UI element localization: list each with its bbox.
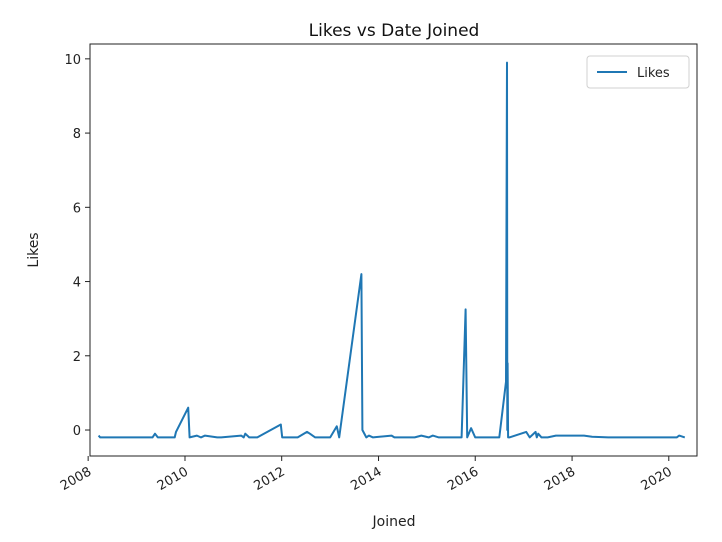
x-axis-label: Joined: [372, 514, 416, 530]
chart-title: Likes vs Date Joined: [309, 21, 480, 41]
x-tick-label: 2018: [542, 464, 578, 494]
legend-label-likes: Likes: [637, 66, 670, 81]
y-tick-label: 6: [73, 201, 81, 216]
plot-area: [89, 43, 698, 457]
series-line-likes: [97, 61, 686, 439]
x-axis: 2008 2010 2012 2014 2016 2018 2020: [58, 456, 675, 494]
y-tick-label: 10: [64, 53, 81, 68]
y-axis: 0 2 4 6 8 10: [64, 53, 90, 439]
x-tick-label: 2014: [348, 464, 384, 494]
y-axis-label: Likes: [26, 232, 42, 267]
x-tick-label: 2012: [252, 464, 288, 494]
y-tick-label: 8: [73, 127, 81, 142]
plot-frame: [89, 43, 698, 457]
x-tick-label: 2016: [445, 464, 481, 494]
y-tick-label: 2: [73, 350, 81, 365]
legend-box: [586, 55, 690, 89]
y-tick-label: 4: [73, 276, 81, 291]
y-tick-label: 0: [73, 424, 81, 439]
x-tick-label: 2008: [58, 464, 94, 494]
legend: Likes: [586, 55, 690, 89]
x-tick-label: 2020: [639, 464, 675, 494]
x-tick-label: 2010: [155, 464, 191, 494]
